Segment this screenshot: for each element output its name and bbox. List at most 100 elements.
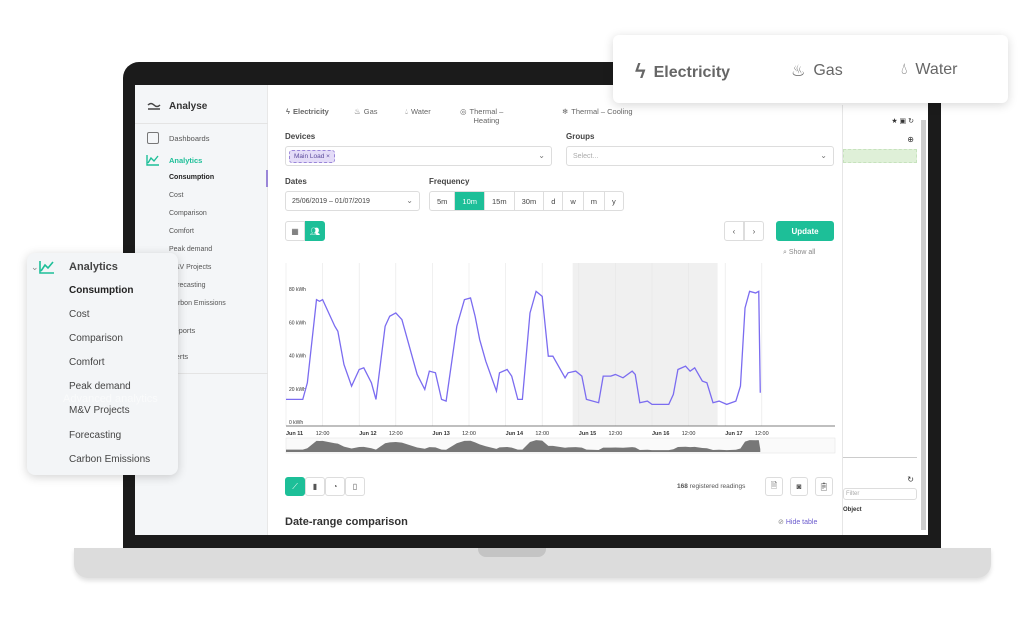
sidebar-sub-cost[interactable]: Cost <box>169 192 184 199</box>
stacked-bar-icon: ▯ <box>352 482 358 491</box>
hide-table-button[interactable]: ⊘ Hide table <box>778 519 818 526</box>
tab-gas[interactable]: ♨ Gas <box>354 107 378 116</box>
freq-w[interactable]: w <box>563 192 584 210</box>
remove-tag-icon[interactable]: × <box>326 153 330 160</box>
x-tick-label: 12:00 <box>755 431 769 437</box>
grid-view-button[interactable]: ▦ <box>285 221 305 241</box>
sidebar-item-alerts[interactable]: Alerts <box>169 352 189 361</box>
sidebar-sub-comfort[interactable]: Comfort <box>169 228 194 235</box>
callout-item-consumption[interactable]: Consumption <box>69 285 134 296</box>
side-panel: ★ ▣ ↻ ⊕ ↻ Filter Object <box>842 105 928 535</box>
freq-30m[interactable]: 30m <box>515 192 545 210</box>
callout-item-carbon-emissions[interactable]: Carbon Emissions <box>69 454 151 465</box>
x-tick-label: 12:00 <box>535 431 549 437</box>
tab-water[interactable]: 💧︎ Water <box>405 107 431 116</box>
eye-off-icon: ⊘ <box>778 519 784 526</box>
ghost-caption: Advanced analytics <box>63 393 158 405</box>
line-chart-icon: ⟋ <box>292 481 298 491</box>
callout-water[interactable]: 💧︎ Water <box>901 61 958 78</box>
callout-electricity[interactable]: ϟ Electricity <box>635 61 731 83</box>
tab-thermal-cooling[interactable]: ❄ Thermal – Cooling <box>562 107 633 116</box>
x-tick-label: 12:00 <box>609 431 623 437</box>
star-icon[interactable]: ★ <box>891 118 898 125</box>
update-button[interactable]: Update <box>776 221 834 241</box>
save-icon[interactable]: ▣ <box>899 118 907 125</box>
devices-select[interactable]: Main Load × ⌄ <box>285 146 552 166</box>
freq-15m[interactable]: 15m <box>485 192 515 210</box>
selected-row[interactable] <box>843 149 917 163</box>
y-tick-label: 80 kWh <box>289 287 306 293</box>
sidebar-sub-peak-demand[interactable]: Peak demand <box>169 246 213 253</box>
sidebar-item-dashboards[interactable]: Dashboards <box>169 134 210 143</box>
show-all-button[interactable]: ⌕ Show all <box>783 249 816 256</box>
navigator-area <box>286 440 761 452</box>
callout-item-cost[interactable]: Cost <box>69 309 90 320</box>
x-tick-label: Jun 12 <box>359 431 376 437</box>
sidebar-sub-comparison[interactable]: Comparison <box>169 210 207 217</box>
freq-10m[interactable]: 10m <box>455 192 486 210</box>
group-view-button[interactable]: 👥︎ <box>305 221 325 241</box>
sidebar-item-reports[interactable]: Reports <box>169 326 196 335</box>
freq-5m[interactable]: 5m <box>430 192 456 210</box>
analytics-menu-callout: ⌄ Analytics Consumption Cost Comparison … <box>27 253 178 475</box>
x-tick-label: Jun 16 <box>652 431 669 437</box>
callout-gas[interactable]: ♨ Gas <box>791 62 843 80</box>
section-title: Analyse <box>169 101 208 112</box>
tab-thermal-heating[interactable]: ◎ Thermal – Heating <box>460 107 504 125</box>
laptop-notch <box>478 548 546 557</box>
callout-item-comfort[interactable]: Comfort <box>69 357 105 368</box>
date-range-picker[interactable]: 25/06/2019 – 01/07/2019 ⌄ <box>285 191 420 211</box>
groups-label: Groups <box>566 132 595 141</box>
next-button[interactable]: › <box>744 221 764 241</box>
sidebar-sub-carbon-emissions[interactable]: Carbon Emissions <box>169 300 226 307</box>
callout-item-peak-demand[interactable]: Peak demand <box>69 381 131 392</box>
line-chart-button[interactable]: ⟋ <box>285 477 305 496</box>
sidebar-sub-mv-projects[interactable]: M&V Projects <box>169 264 212 271</box>
file-icon: 🗎︎ <box>770 480 778 490</box>
groups-select[interactable]: Select... ⌄ <box>566 146 834 166</box>
dates-label: Dates <box>285 177 307 186</box>
sidebar-sub-consumption[interactable]: Consumption <box>169 174 215 181</box>
x-tick-label: Jun 14 <box>506 431 524 437</box>
device-tag[interactable]: Main Load × <box>289 150 335 163</box>
bolt-icon: ϟ <box>286 107 290 116</box>
bar-chart-icon: ▮ <box>312 482 318 491</box>
callout-item-forecasting[interactable]: Forecasting <box>69 430 122 441</box>
screenshot-button[interactable]: ◙ <box>790 477 808 496</box>
sidebar-sub-forecasting[interactable]: Forecasting <box>169 282 206 289</box>
refresh-icon[interactable]: ↻ <box>908 118 914 125</box>
scrollbar[interactable] <box>921 120 926 530</box>
pie-chart-button[interactable]: ◔ <box>325 477 345 496</box>
x-tick-label: Jun 15 <box>579 431 596 437</box>
sidebar-item-analytics[interactable]: Analytics <box>169 156 203 165</box>
dashboard-icon <box>147 132 159 144</box>
bolt-icon: ϟ <box>635 61 646 83</box>
freq-m[interactable]: m <box>584 192 606 210</box>
callout-item-mv-projects[interactable]: M&V Projects <box>69 405 130 416</box>
readings-count: 168 registered readings <box>677 483 746 490</box>
flame-icon: ♨ <box>791 63 806 80</box>
y-tick-label: 0 kWh <box>289 420 303 426</box>
refresh-icon[interactable]: ↻ <box>907 475 914 484</box>
date-range-value: 25/06/2019 – 01/07/2019 <box>292 198 370 205</box>
x-tick-label: 12:00 <box>682 431 696 437</box>
x-tick-label: Jun 13 <box>432 431 449 437</box>
callout-analytics-title[interactable]: Analytics <box>69 261 118 273</box>
bar-chart-button[interactable]: ▮ <box>305 477 325 496</box>
tab-electricity[interactable]: ϟ Electricity <box>286 107 329 116</box>
heating-icon: ◎ <box>460 107 467 116</box>
chevron-down-icon: ⌄ <box>406 196 413 205</box>
add-icon[interactable]: ⊕ <box>907 135 914 144</box>
freq-d[interactable]: d <box>544 192 564 210</box>
prev-button[interactable]: ‹ <box>724 221 744 241</box>
export-file-button[interactable]: 🗎︎ <box>765 477 783 496</box>
filter-input[interactable]: Filter <box>843 488 917 500</box>
y-tick-label: 20 kWh <box>289 387 306 393</box>
clipboard-button[interactable]: 📋︎ <box>815 477 833 496</box>
x-tick-label: 12:00 <box>316 431 330 437</box>
stacked-bar-button[interactable]: ▯ <box>345 477 365 496</box>
consumption-chart[interactable]: Jun 11 12:00 Jun 12 12:00 Jun 13 12:00 Jun 14 1… <box>270 255 840 460</box>
date-range-comparison-title: Date-range comparison <box>285 516 408 528</box>
callout-item-comparison[interactable]: Comparison <box>69 333 123 344</box>
snowflake-icon: ❄ <box>562 107 569 116</box>
